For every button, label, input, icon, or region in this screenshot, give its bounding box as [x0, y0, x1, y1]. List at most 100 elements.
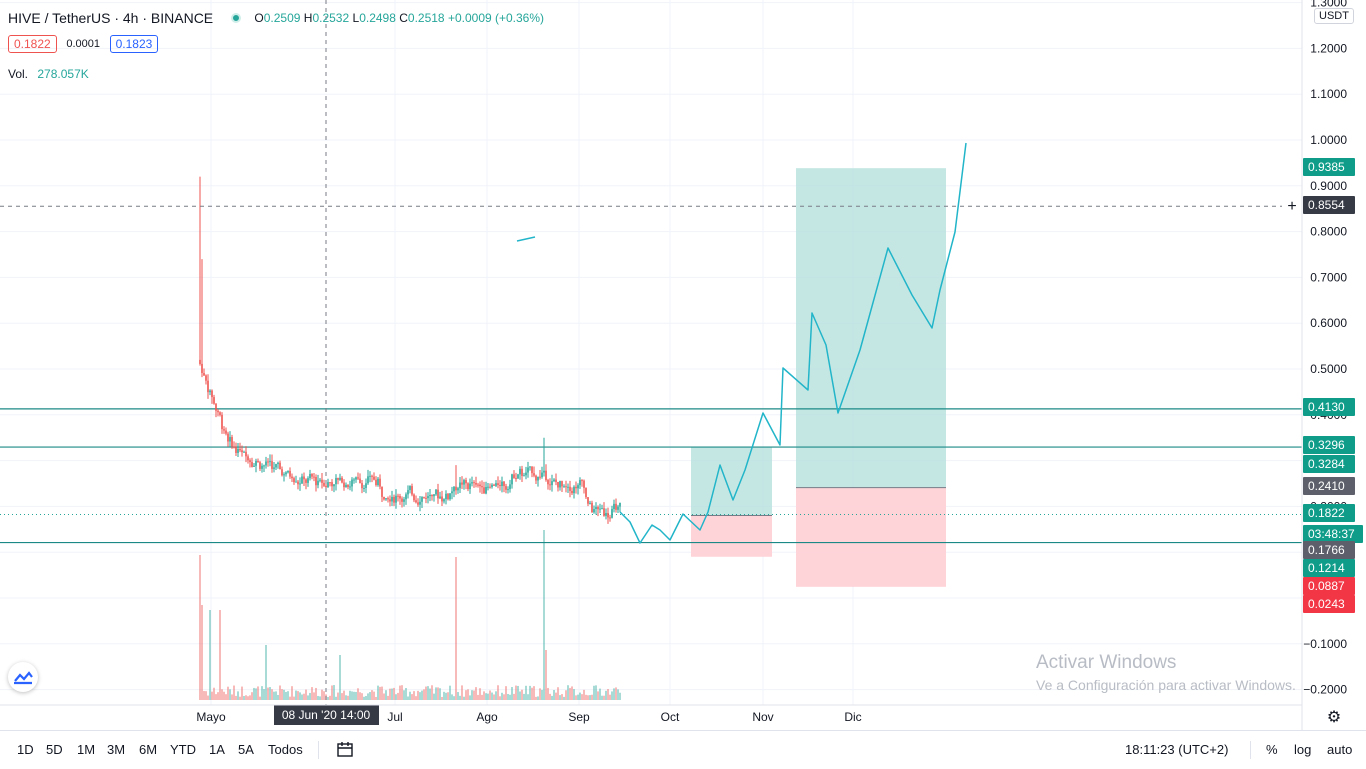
time-axis[interactable]: ⚙ Mayo Jul Ago Sep Oct Nov Dic [0, 704, 1341, 726]
candle-body [403, 499, 405, 502]
clock[interactable]: 18:11:23 (UTC+2) [1125, 742, 1229, 757]
volume-bar [511, 687, 513, 700]
price-tag-label: 0.8554 [1308, 198, 1345, 212]
volume-bar [281, 689, 283, 700]
volume-bar [507, 694, 509, 700]
candle-body [375, 479, 377, 486]
volume-bar [363, 696, 365, 700]
crosshair-plus-bg [1282, 197, 1302, 216]
price-tag-label: 0.9385 [1308, 160, 1345, 174]
candle-body [311, 474, 313, 477]
candle-body [213, 397, 215, 404]
price-tag-bg [1303, 196, 1355, 214]
ask-price[interactable]: 0.1823 [109, 35, 159, 53]
candle-body [377, 478, 379, 486]
bid-ask-row: 0.1822 0.0001 0.1823 [8, 35, 159, 53]
date-range-icon[interactable] [335, 741, 355, 759]
candle-body [509, 484, 511, 490]
volume-bar [337, 692, 339, 700]
volume-bar [473, 690, 475, 700]
volume-bar [529, 685, 531, 700]
volume-bar [573, 689, 575, 700]
candle-body [447, 493, 449, 500]
volume-bar [207, 695, 209, 700]
volume-bar [427, 686, 429, 700]
volume-bar [409, 691, 411, 700]
candle-body [287, 470, 289, 473]
candle-body [429, 494, 431, 497]
volume-bar [607, 689, 609, 700]
timeframe-3m[interactable]: 3M [107, 742, 126, 757]
log-toggle[interactable]: log [1294, 742, 1312, 757]
timeframe-5d[interactable]: 5D [46, 742, 63, 757]
candle-body [199, 359, 201, 364]
candle-body [383, 496, 385, 500]
price-tag-bg [1303, 398, 1355, 416]
forecast-drawing[interactable] [516, 142, 967, 544]
volume-bar [367, 693, 369, 700]
candle-body [295, 481, 297, 483]
volume-bar [205, 691, 207, 700]
volume-bar [505, 686, 507, 700]
timeframe-1d[interactable]: 1D [17, 742, 34, 757]
volume-bar [351, 691, 353, 700]
tradingview-logo[interactable] [8, 662, 38, 692]
price-tag-bg [1303, 595, 1355, 613]
volume-bar [417, 690, 419, 700]
volume-bar [425, 686, 427, 700]
timeframe-5a[interactable]: 5A [238, 742, 254, 757]
timeframe-1a[interactable]: 1A [209, 742, 225, 757]
percent-toggle[interactable]: % [1266, 742, 1278, 757]
volume-bar [441, 696, 443, 700]
volume-bar [567, 685, 569, 700]
candle-body [471, 482, 473, 484]
volume-bar [485, 693, 487, 700]
timeframe-all[interactable]: Todos [268, 742, 303, 757]
y-tick-label: −0.2000 [1303, 683, 1347, 697]
horizontal-lines[interactable] [0, 408, 1302, 544]
symbol-title[interactable]: HIVE / TetherUS · 4h · BINANCE [8, 9, 214, 26]
position-stop-zone [796, 487, 946, 587]
volume-bar [279, 685, 281, 700]
volume-bar [559, 695, 561, 700]
currency-label[interactable]: USDT [1314, 8, 1354, 24]
auto-toggle[interactable]: auto [1327, 742, 1353, 757]
volume-bar [451, 694, 453, 700]
timeframe-6m[interactable]: 6M [139, 742, 158, 757]
price-tag-label: 03:48:37 [1308, 527, 1355, 541]
volume-bar [213, 687, 215, 700]
candle-body [589, 502, 591, 504]
price-chart[interactable]: 08 Jun '20 14:00 + 1.3000 1.2000 1.1000 1.00… [0, 0, 1366, 730]
volume-bar [393, 687, 395, 700]
candle-body [593, 508, 595, 513]
timeframe-ytd[interactable]: YTD [170, 742, 196, 757]
candle-body [235, 446, 237, 453]
settings-gear-icon[interactable]: ⚙ [1327, 707, 1341, 726]
position-boxes[interactable] [691, 168, 946, 587]
candle-body [307, 478, 309, 483]
candle-body [357, 477, 359, 479]
y-tick-label: 1.2000 [1310, 41, 1347, 55]
volume-bar [217, 692, 219, 700]
price-tag-label: 0.1214 [1308, 561, 1345, 575]
candle-body [433, 494, 435, 497]
volume-bar [415, 696, 417, 700]
volume-bar [537, 696, 539, 700]
volume-bar [589, 695, 591, 700]
volume-bar [291, 686, 293, 700]
volume-bar [479, 688, 481, 700]
bid-price[interactable]: 0.1822 [8, 35, 57, 53]
volume-bar [257, 686, 259, 700]
candle-body [239, 448, 241, 451]
price-tag-bg [1303, 559, 1355, 577]
candle-body [219, 412, 221, 415]
candle-body [243, 451, 245, 453]
candle-body [371, 475, 373, 477]
volume-bar [237, 691, 239, 700]
volume-bar [555, 692, 557, 700]
price-axis[interactable]: 1.3000 1.2000 1.1000 1.0000 0.9000 0.8000 0.70… [1301, 0, 1363, 730]
candle-body [285, 472, 287, 475]
timeframe-1m[interactable]: 1M [77, 742, 96, 757]
volume-bar [579, 692, 581, 700]
volume-bar [317, 695, 319, 700]
